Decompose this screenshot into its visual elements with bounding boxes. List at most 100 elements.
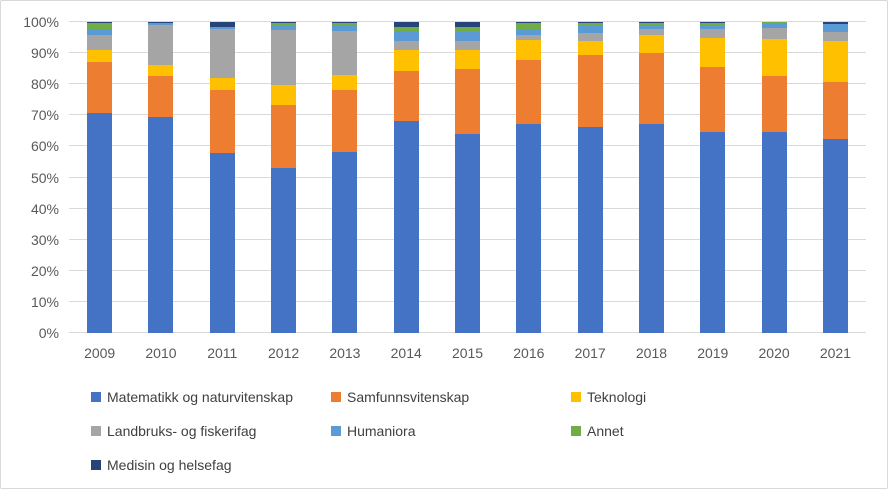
x-tick-label: 2020 (758, 345, 790, 361)
bar-segment (455, 27, 481, 32)
bar-segment (271, 26, 297, 31)
y-tick-label: 90% (30, 45, 59, 62)
bar-segment (148, 25, 174, 65)
bar-segment (332, 22, 358, 26)
bar-segment (87, 35, 113, 50)
x-tick-label: 2015 (451, 345, 484, 361)
bar-segment (638, 25, 664, 30)
y-tick-label: 0% (38, 325, 59, 341)
bar-2020 (761, 22, 787, 333)
bar-segment (638, 53, 664, 125)
bar-segment (822, 31, 848, 41)
bar-2014 (393, 22, 419, 333)
x-tick-label: 2010 (145, 345, 177, 361)
bar-segment (271, 85, 297, 106)
bar-segment (761, 76, 787, 133)
bar-segment (148, 64, 174, 77)
y-tick-label: 30% (30, 231, 59, 248)
bar-segment (761, 132, 787, 333)
bar-segment (455, 31, 481, 41)
bar-cell (743, 22, 804, 333)
bar-segment (822, 138, 848, 333)
bar-segment (516, 124, 542, 333)
bar-cell (314, 22, 375, 333)
bar-segment (638, 29, 664, 36)
bar-segment (700, 37, 726, 68)
bar-segment (638, 22, 664, 23)
x-tick-label: 2017 (574, 345, 606, 361)
bar-cell (69, 22, 130, 333)
bar-segment (148, 76, 174, 117)
bar-cell (437, 22, 498, 333)
legend-item: Teknologi (571, 389, 646, 405)
bar-segment (393, 50, 419, 72)
legend-item: Humaniora (331, 423, 415, 439)
bar-segment (209, 27, 235, 30)
bar-segment (577, 26, 603, 33)
y-tick-label: 50% (30, 169, 59, 186)
y-tick-label: 60% (30, 138, 59, 155)
x-tick-label: 2016 (513, 345, 545, 361)
legend-item: Landbruks- og fiskerifag (91, 423, 256, 439)
legend-item: Medisin og helsefag (91, 457, 232, 473)
legend-swatch-icon (91, 392, 101, 402)
bar-2013 (332, 22, 358, 333)
bar-segment (577, 32, 603, 41)
legend-swatch-icon (91, 460, 101, 470)
bar-segment (516, 22, 542, 23)
bar-2009 (87, 22, 113, 333)
bar-segment (638, 124, 664, 333)
bar-segment (516, 29, 542, 36)
x-tick-label: 2018 (635, 345, 668, 361)
bar-segment (822, 22, 848, 24)
x-tick-label: 2014 (390, 345, 422, 361)
bar-segment (577, 54, 603, 127)
bar-cell (560, 22, 621, 333)
bar-segment (516, 59, 542, 125)
bar-2021 (822, 22, 848, 333)
bar-segment (271, 30, 297, 86)
bar-segment (455, 22, 481, 28)
legend-label: Samfunnsvitenskap (347, 389, 470, 405)
bar-segment (393, 22, 419, 28)
legend-label: Humaniora (347, 423, 416, 439)
legend-label: Medisin og helsefag (107, 457, 232, 473)
bar-cell (621, 22, 682, 333)
plot-area (69, 21, 866, 333)
bar-segment (87, 112, 113, 333)
x-tick-label: 2013 (329, 345, 361, 361)
bar-segment (271, 22, 297, 23)
legend-item: Matematikk og naturvitenskap (91, 389, 293, 405)
legend-swatch-icon (331, 426, 341, 436)
bar-segment (148, 22, 174, 23)
x-tick-label: 2019 (697, 345, 729, 361)
bar-segment (455, 50, 481, 69)
y-tick-label: 100% (23, 14, 59, 30)
bar-2017 (577, 22, 603, 333)
y-tick-label: 40% (30, 200, 59, 217)
bar-cell (376, 22, 437, 333)
bar-2015 (455, 22, 481, 333)
bar-segment (209, 152, 235, 333)
legend-label: Landbruks- og fiskerifag (107, 423, 257, 439)
bar-segment (393, 120, 419, 333)
bar-segment (822, 24, 848, 32)
bar-segment (332, 74, 358, 91)
bar-2012 (271, 22, 297, 333)
bar-segment (332, 151, 358, 333)
bar-segment (700, 29, 726, 38)
y-tick-label: 20% (30, 262, 59, 279)
bar-segment (209, 90, 235, 153)
bar-cell (682, 22, 743, 333)
bar-segment (761, 27, 787, 40)
bar-cell (498, 22, 559, 333)
x-tick-label: 2012 (268, 345, 300, 361)
bar-segment (87, 22, 113, 23)
bar-segment (761, 22, 787, 28)
bar-segment (516, 40, 542, 60)
bar-segment (209, 22, 235, 28)
x-tick-label: 2009 (84, 345, 116, 361)
bar-segment (455, 41, 481, 51)
bar-segment (822, 40, 848, 82)
bars-area (69, 22, 866, 333)
